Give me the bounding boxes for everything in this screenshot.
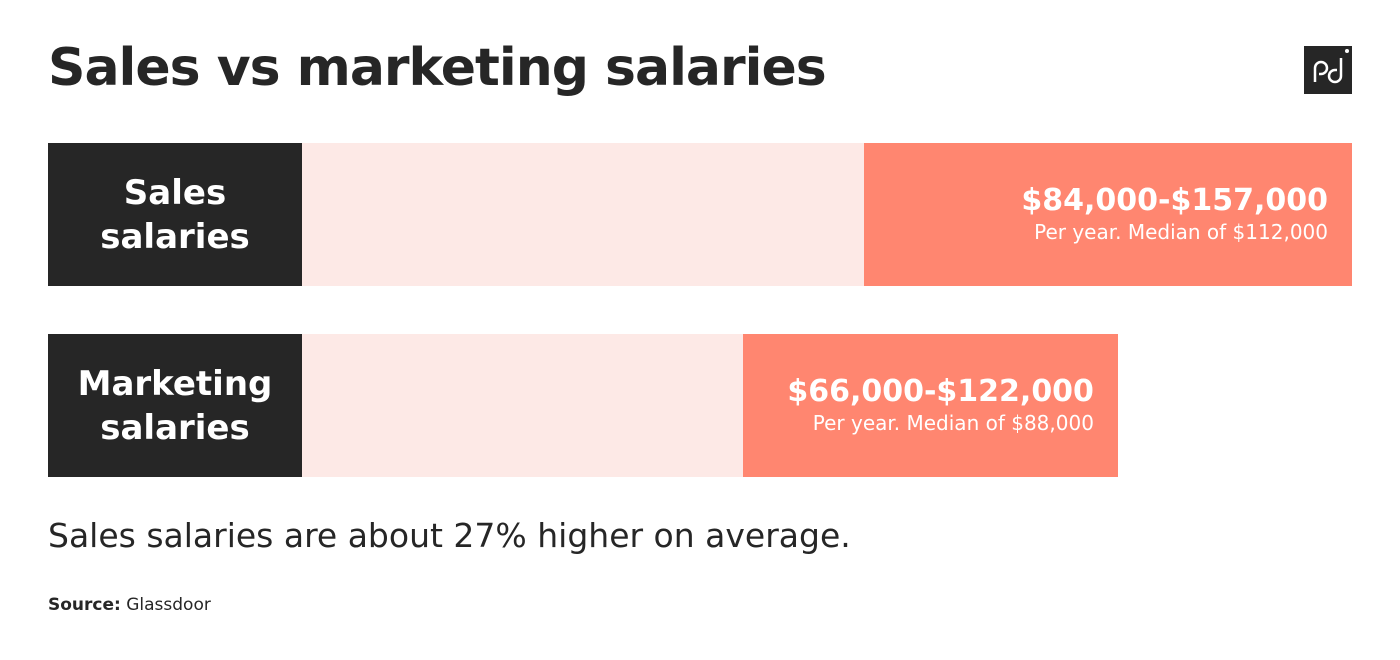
source-name: Glassdoor	[126, 595, 211, 615]
track-bar	[302, 143, 864, 286]
value-label: $66,000-$122,000	[787, 374, 1094, 409]
category-label: Marketing salaries	[77, 363, 273, 448]
category-label: Sales salaries	[100, 172, 250, 257]
value-note: Per year. Median of $88,000	[812, 411, 1094, 435]
range-bar	[863, 143, 1352, 286]
value-label: $84,000-$157,000	[1021, 183, 1328, 218]
chart-title: Sales vs marketing salaries	[48, 38, 827, 98]
range-bar	[743, 334, 1118, 477]
source-label: Source:	[48, 595, 121, 615]
annotation: Sales salaries are about 27% higher on a…	[48, 516, 851, 555]
logo	[1304, 46, 1352, 94]
value-note: Per year. Median of $112,000	[1034, 220, 1328, 244]
category-box: Marketing salaries	[48, 334, 302, 477]
source: Source: Glassdoor	[48, 595, 211, 615]
range-labels: $84,000-$157,000 Per year. Median of $112…	[1021, 183, 1328, 244]
category-box: Sales salaries	[48, 143, 302, 286]
range-labels: $66,000-$122,000 Per year. Median of $88,…	[787, 374, 1094, 435]
track-bar	[302, 334, 744, 477]
